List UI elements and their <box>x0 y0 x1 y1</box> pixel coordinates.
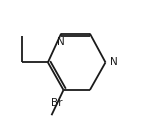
Text: N: N <box>57 37 65 47</box>
Text: N: N <box>110 57 117 67</box>
Text: Br: Br <box>51 98 62 108</box>
